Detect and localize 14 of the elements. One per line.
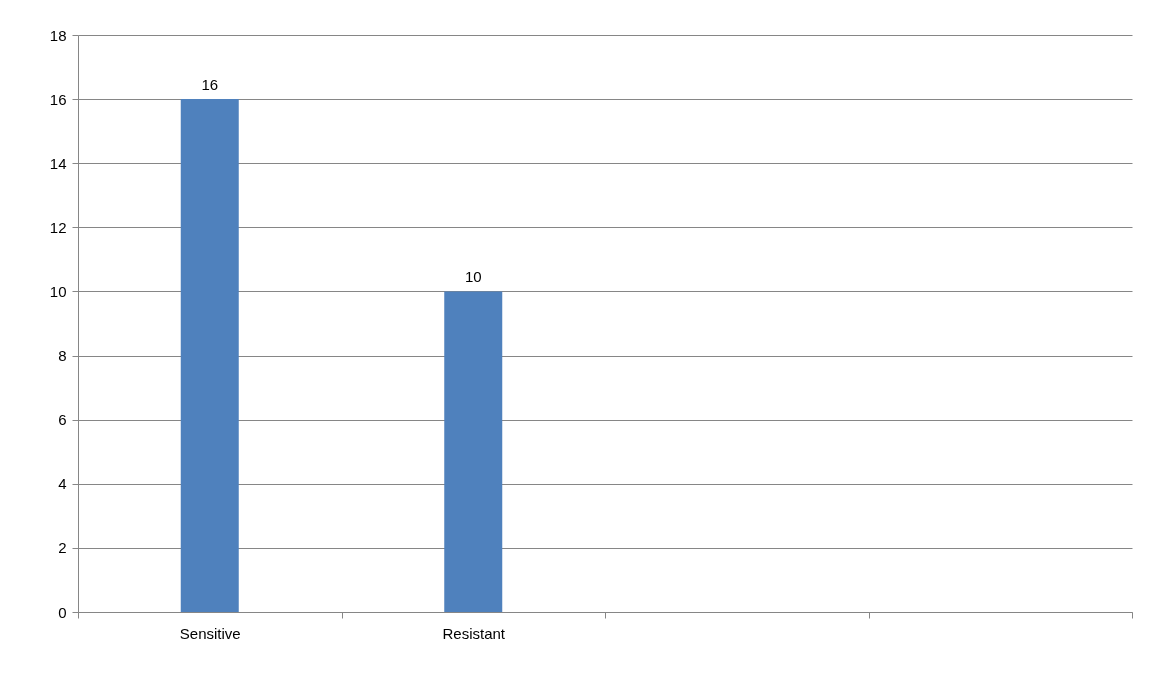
y-tick-label: 0 (58, 603, 67, 621)
y-tick-label: 2 (58, 539, 67, 557)
x-tick-label: Sensitive (179, 624, 241, 642)
y-tick-label: 16 (49, 90, 67, 108)
y-tick-label: 14 (49, 154, 67, 172)
y-tick-label: 6 (58, 411, 67, 429)
data-label: 10 (464, 268, 482, 286)
x-tick-label: Resistant (442, 624, 506, 642)
y-tick-label: 18 (49, 26, 67, 44)
y-tick-label: 10 (49, 282, 67, 300)
y-tick-label: 4 (58, 475, 67, 493)
y-tick-label: 8 (58, 347, 67, 365)
data-label: 16 (201, 76, 219, 94)
y-tick-label: 12 (49, 218, 67, 236)
